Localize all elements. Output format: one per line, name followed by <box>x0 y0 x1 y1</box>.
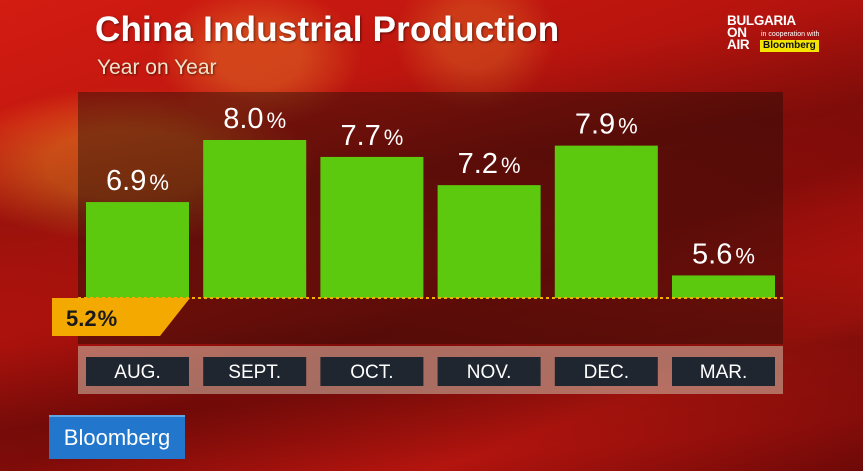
category-label-4: DEC. <box>584 362 629 383</box>
chart-panel <box>78 92 783 344</box>
value-number-3: 7.2 <box>458 148 498 180</box>
value-label-5: 5.6% <box>692 238 755 270</box>
value-number-2: 7.7 <box>340 120 380 152</box>
category-label-0: AUG. <box>114 362 160 383</box>
value-number-0: 6.9 <box>106 165 146 197</box>
bulgaria-on-air-logo: BULGARIA ON AIR in cooperation with Bloo… <box>727 13 839 52</box>
category-label-2: OCT. <box>350 362 393 383</box>
chart-title: China Industrial Production <box>95 10 560 49</box>
reference-number: 5.2 <box>66 306 97 331</box>
logo-line-3: AIR <box>727 37 750 52</box>
category-label-3: NOV. <box>467 362 512 383</box>
reference-unit: % <box>98 306 118 331</box>
bars-group: 6.9 %8.0% 7.7 %7.2 %7.9 %5.6% <box>86 103 775 298</box>
value-unit-4: % <box>618 114 638 139</box>
categories-group: AUG. SEPT. OCT. NOV. DEC. MAR. <box>78 346 783 394</box>
value-label-3: 7.2% <box>458 148 521 180</box>
bar-oct <box>320 156 424 298</box>
category-box-1 <box>203 357 307 386</box>
value-number-1: 8.0 <box>223 103 263 135</box>
value-number-4: 7.9 <box>575 109 615 141</box>
bar-dec <box>554 145 658 298</box>
value-number-5: 5.6 <box>692 238 732 270</box>
value-unit-0: % <box>149 170 169 195</box>
category-box-3 <box>437 357 541 386</box>
value-label-1: 8.0% <box>223 103 286 135</box>
bar-aug <box>86 202 189 298</box>
reference-tag <box>52 298 190 336</box>
bloomberg-logo: Bloomberg <box>49 415 185 459</box>
value-unit-1: % <box>267 108 287 133</box>
category-box-2 <box>320 357 424 386</box>
category-box-0 <box>86 357 189 386</box>
chart-subtitle: Year on Year <box>97 56 217 79</box>
category-band <box>78 346 783 394</box>
value-unit-5: % <box>735 243 755 268</box>
category-label-5: MAR. <box>700 362 748 383</box>
logo-line-1: BULGARIA <box>727 13 796 28</box>
reference-group: 5.2% <box>52 297 783 336</box>
category-label-1: SEPT. <box>228 362 281 383</box>
bar-nov <box>437 185 541 298</box>
value-unit-2: % <box>384 125 404 150</box>
value-label-0: 6.9% <box>106 165 169 197</box>
bar-sept <box>203 140 307 298</box>
logo-line-2: ON <box>727 25 747 40</box>
category-box-4 <box>554 357 658 386</box>
category-box-5 <box>672 357 775 386</box>
bar-mar <box>672 275 775 298</box>
logo-bloomberg-small: Bloomberg <box>760 40 819 52</box>
logo-cooperation-text: in cooperation with <box>761 31 820 38</box>
value-label-4: 7.9% <box>575 109 638 141</box>
value-label-2: 7.7% <box>340 120 403 152</box>
value-unit-3: % <box>501 153 521 178</box>
reference-label: 5.2% <box>66 306 117 331</box>
